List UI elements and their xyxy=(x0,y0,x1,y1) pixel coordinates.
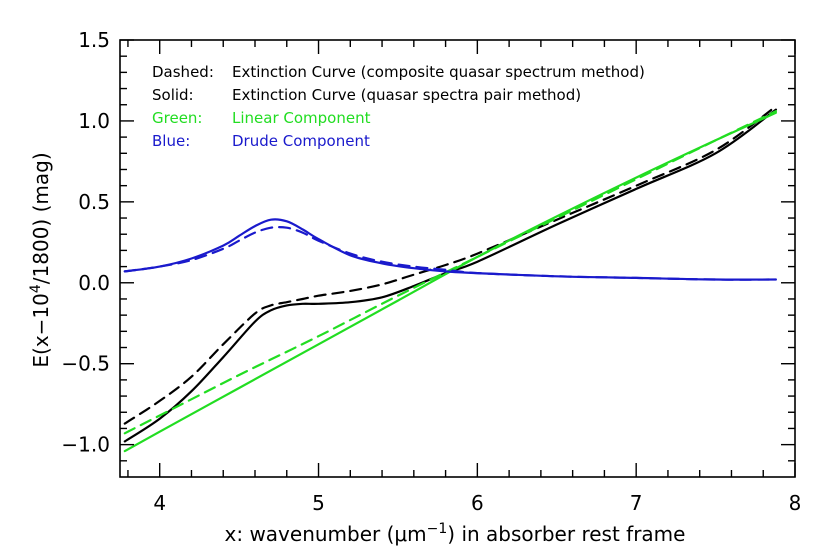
y-tick-label: −1.0 xyxy=(61,433,110,457)
legend-entry-dashed: Dashed: Extinction Curve (composite quas… xyxy=(152,63,645,81)
series-line-0 xyxy=(123,105,777,425)
legend-label: Green: xyxy=(152,109,202,127)
ticks-layer: 4 5 6 7 8 −1.0 −0.5 0.0 0.5 1.0 1.5 xyxy=(61,28,801,515)
x-tick-label: 5 xyxy=(312,491,325,515)
legend-label: Dashed: xyxy=(152,63,214,81)
series-line-1 xyxy=(123,108,777,443)
y-tick-label: −0.5 xyxy=(61,352,110,376)
legend-entry-green: Green: Linear Component xyxy=(152,109,371,127)
legend-label: Solid: xyxy=(152,86,194,104)
series-line-3 xyxy=(123,111,777,453)
legend-text: Extinction Curve (composite quasar spect… xyxy=(232,63,645,81)
legend-label: Blue: xyxy=(152,132,190,150)
legend-text: Extinction Curve (quasar spectra pair me… xyxy=(232,86,581,104)
x-tick-label: 4 xyxy=(153,491,166,515)
x-tick-label: 7 xyxy=(630,491,643,515)
x-axis-title: x: wavenumber (μm−1) in absorber rest fr… xyxy=(225,521,686,546)
curves-layer xyxy=(123,105,777,453)
series-line-5 xyxy=(123,218,777,281)
legend-entry-blue: Blue: Drude Component xyxy=(152,132,370,150)
legend-text: Drude Component xyxy=(232,132,370,150)
axes-layer xyxy=(119,39,796,478)
y-tick-label: 0.5 xyxy=(78,190,110,214)
plot-frame xyxy=(119,39,796,478)
y-axis-title: E(x−104/1800) (mag) xyxy=(28,152,53,367)
legend-text: Linear Component xyxy=(232,109,371,127)
legend: Dashed: Extinction Curve (composite quas… xyxy=(152,63,645,150)
y-tick-label: 1.5 xyxy=(78,28,110,52)
y-tick-label: 0.0 xyxy=(78,271,110,295)
y-tick-label: 1.0 xyxy=(78,109,110,133)
x-tick-label: 8 xyxy=(789,491,802,515)
x-tick-label: 6 xyxy=(471,491,484,515)
legend-entry-solid: Solid: Extinction Curve (quasar spectra … xyxy=(152,86,581,104)
